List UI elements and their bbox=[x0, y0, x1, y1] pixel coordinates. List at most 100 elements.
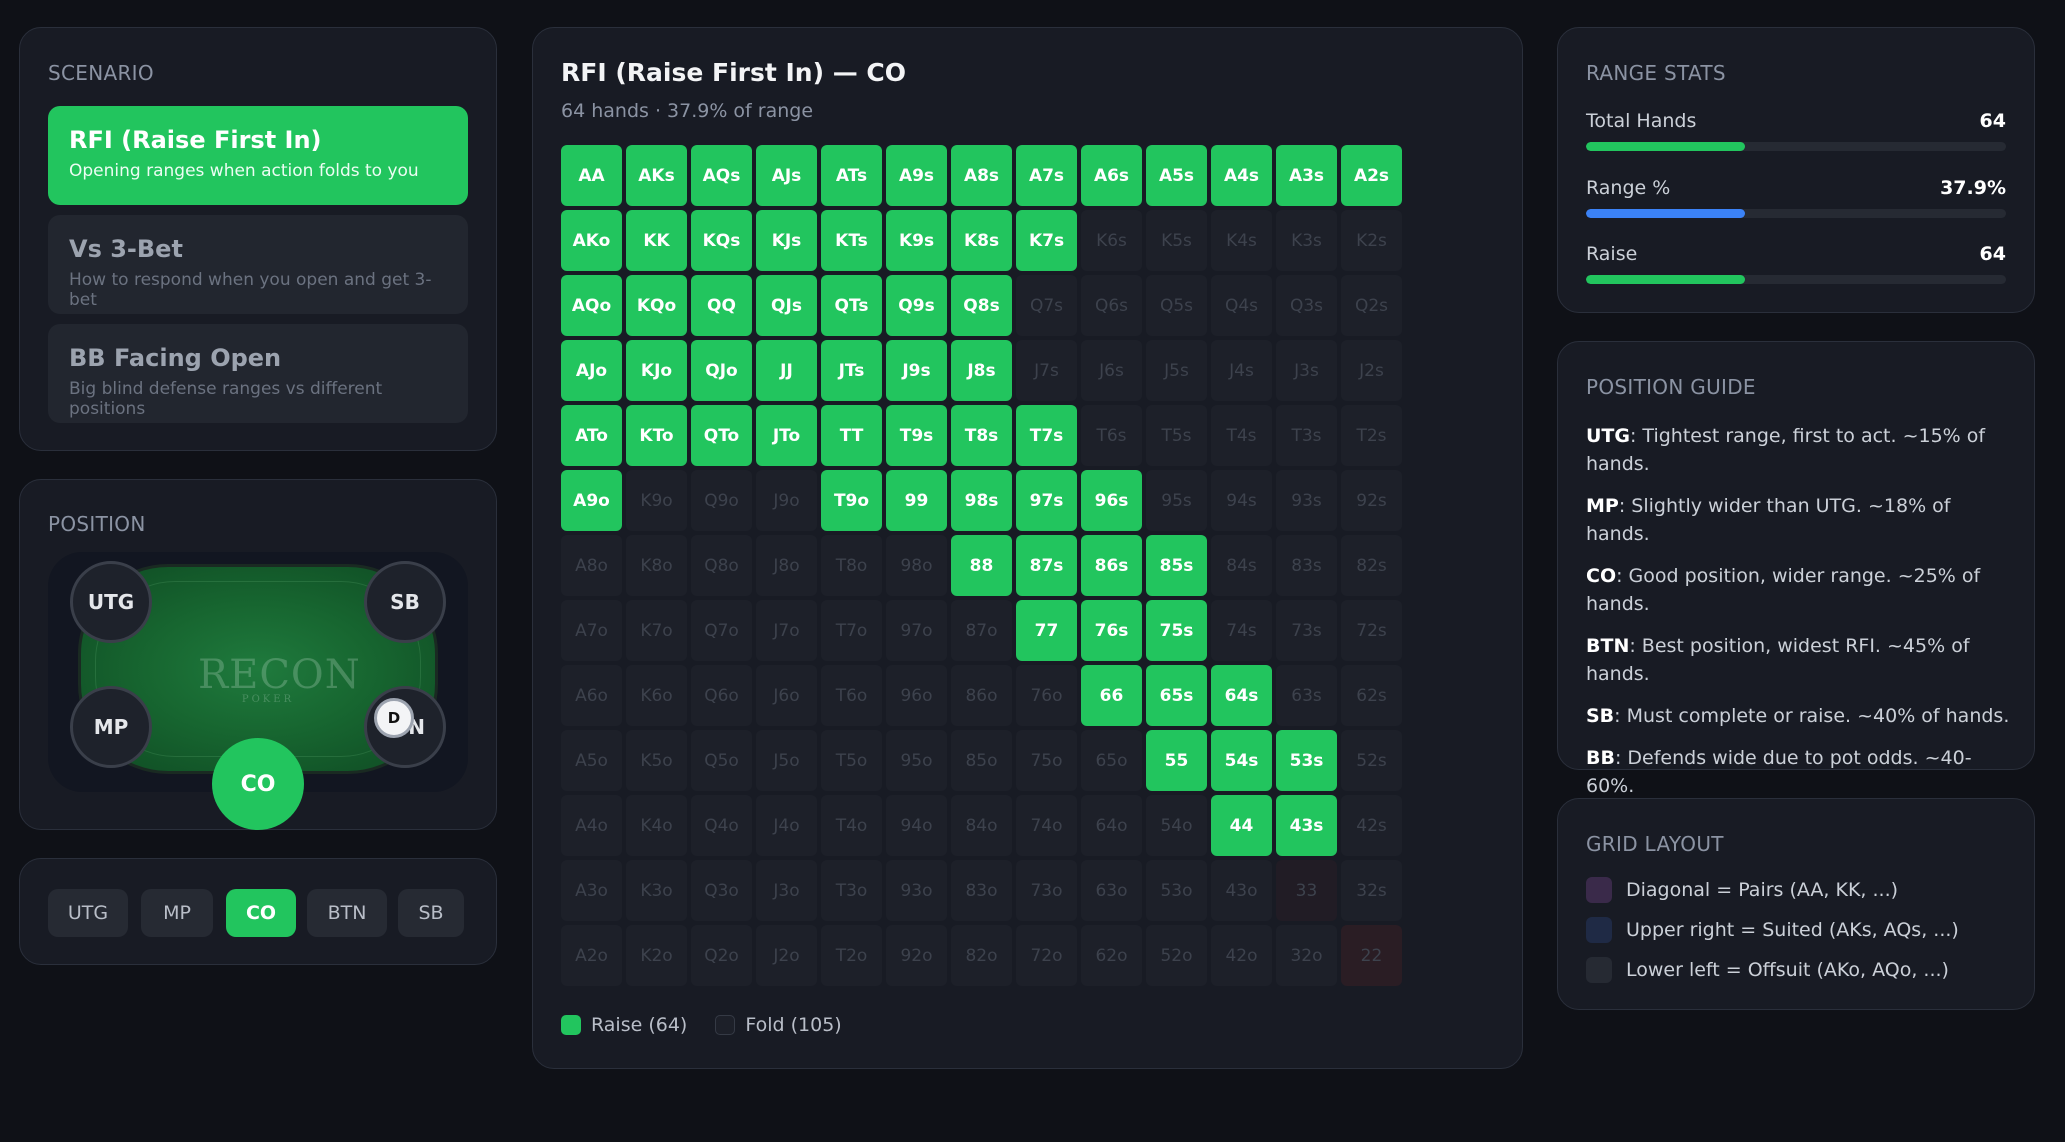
hand-cell-Q7o[interactable]: Q7o bbox=[691, 600, 752, 661]
hand-cell-72o[interactable]: 72o bbox=[1016, 925, 1077, 986]
hand-cell-T2o[interactable]: T2o bbox=[821, 925, 882, 986]
hand-cell-T8s[interactable]: T8s bbox=[951, 405, 1012, 466]
hand-cell-J3s[interactable]: J3s bbox=[1276, 340, 1337, 401]
hand-cell-95s[interactable]: 95s bbox=[1146, 470, 1207, 531]
hand-cell-J8o[interactable]: J8o bbox=[756, 535, 817, 596]
hand-cell-A6s[interactable]: A6s bbox=[1081, 145, 1142, 206]
hand-cell-J3o[interactable]: J3o bbox=[756, 860, 817, 921]
hand-cell-J7s[interactable]: J7s bbox=[1016, 340, 1077, 401]
hand-cell-22[interactable]: 22 bbox=[1341, 925, 1402, 986]
hand-cell-85o[interactable]: 85o bbox=[951, 730, 1012, 791]
hand-cell-Q2s[interactable]: Q2s bbox=[1341, 275, 1402, 336]
hand-cell-QQ[interactable]: QQ bbox=[691, 275, 752, 336]
pos-button-utg[interactable]: UTG bbox=[48, 889, 128, 937]
hand-cell-98o[interactable]: 98o bbox=[886, 535, 947, 596]
hand-cell-Q9s[interactable]: Q9s bbox=[886, 275, 947, 336]
hand-cell-A5o[interactable]: A5o bbox=[561, 730, 622, 791]
pos-button-co[interactable]: CO bbox=[226, 889, 296, 937]
seat-utg[interactable]: UTG bbox=[70, 561, 152, 643]
hand-cell-64s[interactable]: 64s bbox=[1211, 665, 1272, 726]
hand-cell-A8s[interactable]: A8s bbox=[951, 145, 1012, 206]
hand-cell-84s[interactable]: 84s bbox=[1211, 535, 1272, 596]
hand-cell-J5o[interactable]: J5o bbox=[756, 730, 817, 791]
hand-cell-32s[interactable]: 32s bbox=[1341, 860, 1402, 921]
hand-cell-66[interactable]: 66 bbox=[1081, 665, 1142, 726]
hand-cell-AJs[interactable]: AJs bbox=[756, 145, 817, 206]
hand-cell-43o[interactable]: 43o bbox=[1211, 860, 1272, 921]
hand-cell-92s[interactable]: 92s bbox=[1341, 470, 1402, 531]
hand-cell-J2o[interactable]: J2o bbox=[756, 925, 817, 986]
hand-cell-Q6o[interactable]: Q6o bbox=[691, 665, 752, 726]
hand-cell-Q4s[interactable]: Q4s bbox=[1211, 275, 1272, 336]
hand-cell-83o[interactable]: 83o bbox=[951, 860, 1012, 921]
hand-cell-A3s[interactable]: A3s bbox=[1276, 145, 1337, 206]
hand-cell-T2s[interactable]: T2s bbox=[1341, 405, 1402, 466]
hand-cell-54s[interactable]: 54s bbox=[1211, 730, 1272, 791]
hand-cell-T5o[interactable]: T5o bbox=[821, 730, 882, 791]
hand-cell-T4s[interactable]: T4s bbox=[1211, 405, 1272, 466]
hand-cell-93o[interactable]: 93o bbox=[886, 860, 947, 921]
hand-cell-A2s[interactable]: A2s bbox=[1341, 145, 1402, 206]
hand-cell-AKo[interactable]: AKo bbox=[561, 210, 622, 271]
hand-cell-AQo[interactable]: AQo bbox=[561, 275, 622, 336]
hand-cell-K9s[interactable]: K9s bbox=[886, 210, 947, 271]
hand-cell-Q8o[interactable]: Q8o bbox=[691, 535, 752, 596]
hand-cell-K7o[interactable]: K7o bbox=[626, 600, 687, 661]
hand-cell-98s[interactable]: 98s bbox=[951, 470, 1012, 531]
seat-co[interactable]: CO bbox=[212, 738, 304, 830]
hand-cell-65s[interactable]: 65s bbox=[1146, 665, 1207, 726]
hand-cell-J5s[interactable]: J5s bbox=[1146, 340, 1207, 401]
hand-cell-54o[interactable]: 54o bbox=[1146, 795, 1207, 856]
hand-cell-T6o[interactable]: T6o bbox=[821, 665, 882, 726]
hand-cell-AJo[interactable]: AJo bbox=[561, 340, 622, 401]
hand-cell-QTo[interactable]: QTo bbox=[691, 405, 752, 466]
hand-cell-85s[interactable]: 85s bbox=[1146, 535, 1207, 596]
hand-cell-K8s[interactable]: K8s bbox=[951, 210, 1012, 271]
hand-cell-QTs[interactable]: QTs bbox=[821, 275, 882, 336]
pos-button-sb[interactable]: SB bbox=[398, 889, 464, 937]
hand-cell-86o[interactable]: 86o bbox=[951, 665, 1012, 726]
hand-cell-76o[interactable]: 76o bbox=[1016, 665, 1077, 726]
hand-cell-AA[interactable]: AA bbox=[561, 145, 622, 206]
hand-cell-TT[interactable]: TT bbox=[821, 405, 882, 466]
hand-cell-52s[interactable]: 52s bbox=[1341, 730, 1402, 791]
hand-cell-82o[interactable]: 82o bbox=[951, 925, 1012, 986]
hand-cell-J7o[interactable]: J7o bbox=[756, 600, 817, 661]
hand-cell-95o[interactable]: 95o bbox=[886, 730, 947, 791]
hand-cell-T9o[interactable]: T9o bbox=[821, 470, 882, 531]
hand-cell-97o[interactable]: 97o bbox=[886, 600, 947, 661]
hand-cell-K2s[interactable]: K2s bbox=[1341, 210, 1402, 271]
hand-cell-87s[interactable]: 87s bbox=[1016, 535, 1077, 596]
hand-cell-42s[interactable]: 42s bbox=[1341, 795, 1402, 856]
hand-cell-ATo[interactable]: ATo bbox=[561, 405, 622, 466]
hand-cell-53s[interactable]: 53s bbox=[1276, 730, 1337, 791]
hand-cell-84o[interactable]: 84o bbox=[951, 795, 1012, 856]
hand-cell-75s[interactable]: 75s bbox=[1146, 600, 1207, 661]
hand-cell-JJ[interactable]: JJ bbox=[756, 340, 817, 401]
hand-cell-Q5o[interactable]: Q5o bbox=[691, 730, 752, 791]
hand-cell-74o[interactable]: 74o bbox=[1016, 795, 1077, 856]
hand-cell-A6o[interactable]: A6o bbox=[561, 665, 622, 726]
hand-cell-J6s[interactable]: J6s bbox=[1081, 340, 1142, 401]
scenario-vs-3bet[interactable]: Vs 3-Bet How to respond when you open an… bbox=[48, 215, 468, 314]
hand-cell-A8o[interactable]: A8o bbox=[561, 535, 622, 596]
hand-cell-94s[interactable]: 94s bbox=[1211, 470, 1272, 531]
hand-cell-42o[interactable]: 42o bbox=[1211, 925, 1272, 986]
hand-cell-K6o[interactable]: K6o bbox=[626, 665, 687, 726]
hand-cell-86s[interactable]: 86s bbox=[1081, 535, 1142, 596]
hand-cell-A7s[interactable]: A7s bbox=[1016, 145, 1077, 206]
hand-cell-74s[interactable]: 74s bbox=[1211, 600, 1272, 661]
hand-cell-94o[interactable]: 94o bbox=[886, 795, 947, 856]
hand-cell-96s[interactable]: 96s bbox=[1081, 470, 1142, 531]
hand-cell-T7o[interactable]: T7o bbox=[821, 600, 882, 661]
hand-cell-K9o[interactable]: K9o bbox=[626, 470, 687, 531]
hand-cell-62o[interactable]: 62o bbox=[1081, 925, 1142, 986]
hand-cell-64o[interactable]: 64o bbox=[1081, 795, 1142, 856]
hand-cell-63s[interactable]: 63s bbox=[1276, 665, 1337, 726]
hand-cell-72s[interactable]: 72s bbox=[1341, 600, 1402, 661]
seat-sb[interactable]: SB bbox=[364, 561, 446, 643]
hand-cell-K2o[interactable]: K2o bbox=[626, 925, 687, 986]
hand-cell-A5s[interactable]: A5s bbox=[1146, 145, 1207, 206]
pos-button-btn[interactable]: BTN bbox=[307, 889, 387, 937]
hand-cell-J9s[interactable]: J9s bbox=[886, 340, 947, 401]
